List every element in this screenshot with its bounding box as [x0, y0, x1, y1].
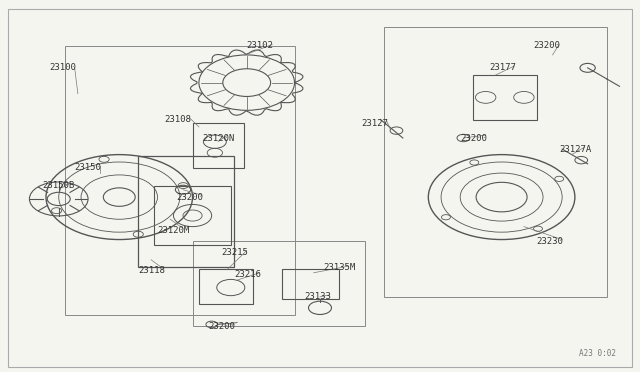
Text: 23150B: 23150B: [43, 182, 75, 190]
Text: 23200: 23200: [209, 322, 236, 331]
Text: 23177: 23177: [489, 63, 516, 72]
Bar: [193, 241, 365, 326]
Bar: [138, 157, 234, 267]
Bar: [384, 27, 607, 297]
Text: 23108: 23108: [164, 115, 191, 124]
Text: 23150: 23150: [75, 163, 102, 172]
Text: 23120N: 23120N: [202, 134, 234, 142]
Bar: [154, 186, 231, 245]
Text: 23230: 23230: [537, 237, 564, 246]
Text: 23127A: 23127A: [559, 145, 591, 154]
Bar: [282, 269, 339, 299]
Text: 23127: 23127: [362, 119, 388, 128]
Bar: [65, 46, 294, 315]
Text: 23102: 23102: [246, 41, 273, 50]
Text: 23200: 23200: [177, 193, 204, 202]
Bar: [473, 75, 537, 119]
Text: 23216: 23216: [234, 270, 261, 279]
Bar: [199, 269, 253, 304]
Text: A23 0:02: A23 0:02: [579, 349, 616, 358]
Text: 23135M: 23135M: [323, 263, 355, 272]
Text: 23120M: 23120M: [157, 226, 189, 235]
Bar: [193, 123, 244, 167]
Text: 23200: 23200: [534, 41, 561, 50]
Text: 23200: 23200: [460, 134, 487, 142]
Text: 23100: 23100: [49, 63, 76, 72]
Text: 23215: 23215: [221, 248, 248, 257]
Text: 23133: 23133: [304, 292, 331, 301]
Text: 23118: 23118: [138, 266, 165, 275]
